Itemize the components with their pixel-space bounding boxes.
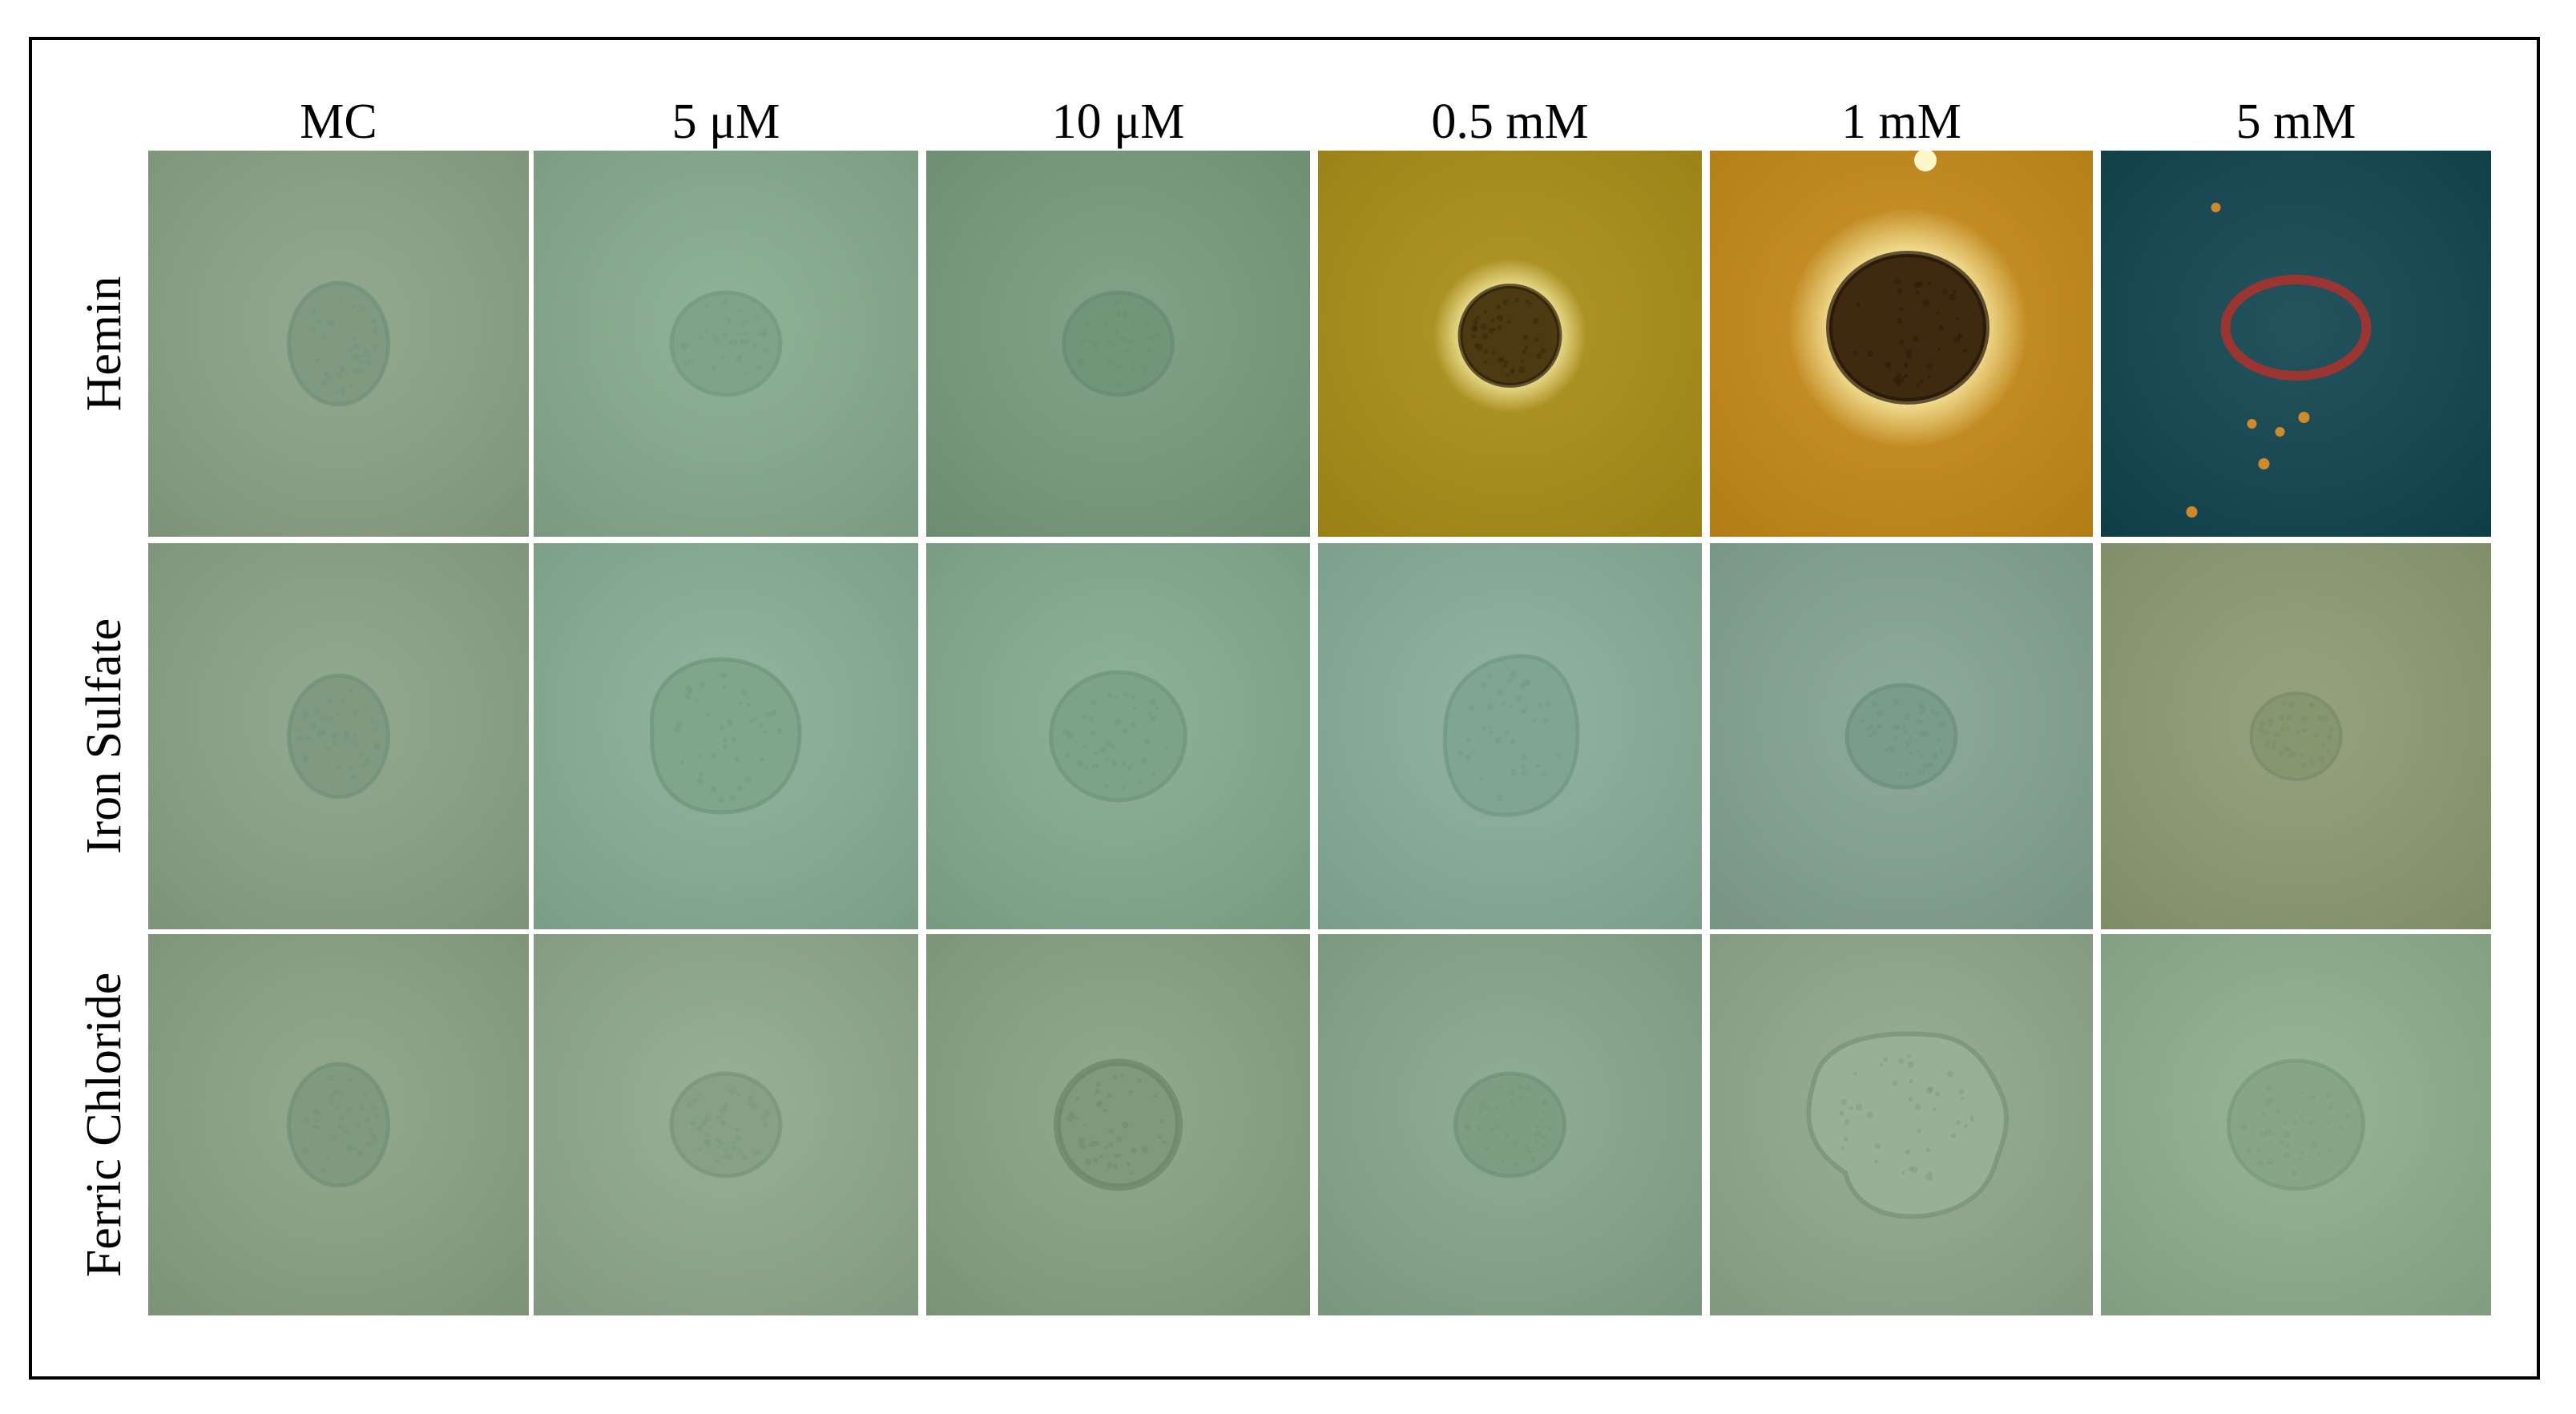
colony [287,1062,390,1188]
plate-panel-r1-c1 [148,151,529,537]
colony-texture [309,299,378,394]
colony-texture [2239,1084,2351,1177]
colony-texture [301,1074,381,1174]
plate-panel-r1-c2 [534,151,918,537]
plate-image [148,934,529,1315]
colony [287,280,390,407]
colony-texture [679,298,770,377]
plate-panel-r3-c3 [926,934,1310,1315]
colony-texture [1470,297,1546,377]
colony [649,657,802,815]
colony [1844,683,1958,790]
spot [2211,203,2221,212]
plate-panel-r3-c2 [534,934,918,1315]
plate-panel-r1-c4 [1318,151,1702,537]
row-label-text: Ferric Chloride [77,972,131,1278]
vignette [2101,151,2491,537]
spot [2275,427,2285,437]
colony-texture [1457,671,1562,802]
colony-texture [687,1087,772,1164]
colony-texture [1077,299,1160,387]
plate-panel-r2-c4 [1318,543,1702,929]
plate-image [926,151,1310,537]
plate-panel-r1-c3 [926,151,1310,537]
colony-texture [2256,700,2334,768]
colony-texture [1066,1074,1167,1175]
plate-image [926,543,1310,929]
plate-panel-r2-c1 [148,543,529,929]
plate-image [2101,934,2491,1315]
plate-panel-r3-c5 [1710,934,2093,1315]
colony [669,1071,783,1178]
plate-image [148,543,529,929]
colony-texture [1860,699,1945,778]
plate-panel-r2-c3 [926,543,1310,929]
colony-texture [674,672,783,803]
colony [1806,1031,2009,1219]
colony [2220,275,2372,381]
colony-texture [1853,278,1968,386]
plate-image [926,934,1310,1315]
colony [1062,290,1175,397]
plate-image [2101,151,2491,537]
colony [1457,284,1562,388]
plate-panel-r1-c6 [2101,151,2491,537]
spot [2298,412,2310,423]
plate-panel-r1-c5 [1710,151,2093,537]
colony [2249,691,2343,781]
plate-image [534,151,918,537]
colony [1442,654,1580,817]
colony [669,290,783,397]
plate-image [534,543,918,929]
spot [2258,458,2270,469]
plate-image [1710,934,2093,1315]
colony [287,673,390,800]
colony [1453,1071,1566,1178]
spot [2186,506,2198,518]
colony-texture [1839,1053,1974,1181]
plate-panel-r3-c6 [2101,934,2491,1315]
column-label-1: MC [300,95,377,149]
colony [2227,1058,2365,1191]
plate-panel-r2-c5 [1710,543,2093,929]
plate-image [1318,543,1702,929]
plate-panel-r2-c2 [534,543,918,929]
colony-texture [1062,691,1169,791]
plate-image [1318,151,1702,537]
column-label-2: 5 μM [671,95,780,149]
column-label-5: 1 mM [1841,95,1961,149]
colony [1049,670,1187,803]
plate-panel-r2-c6 [2101,543,2491,929]
plate-panel-r3-c4 [1318,934,1702,1315]
colony-texture [296,688,381,780]
plate-image [534,934,918,1315]
plate-panel-r3-c1 [148,934,529,1315]
column-label-3: 10 μM [1051,95,1185,149]
plate-image [1710,151,2093,537]
plate-image [148,151,529,537]
column-label-4: 0.5 mM [1431,95,1589,149]
spot [2247,419,2257,429]
bubble [1914,151,1937,171]
plate-image [2101,543,2491,929]
plate-image [1318,934,1702,1315]
row-label-text: Iron Sulfate [77,618,131,855]
row-label-text: Hemin [77,276,131,412]
colony [1826,251,1989,405]
plate-image [1710,543,2093,929]
colony-texture [1464,1084,1552,1167]
column-label-6: 5 mM [2235,95,2356,149]
colony [1054,1058,1183,1191]
